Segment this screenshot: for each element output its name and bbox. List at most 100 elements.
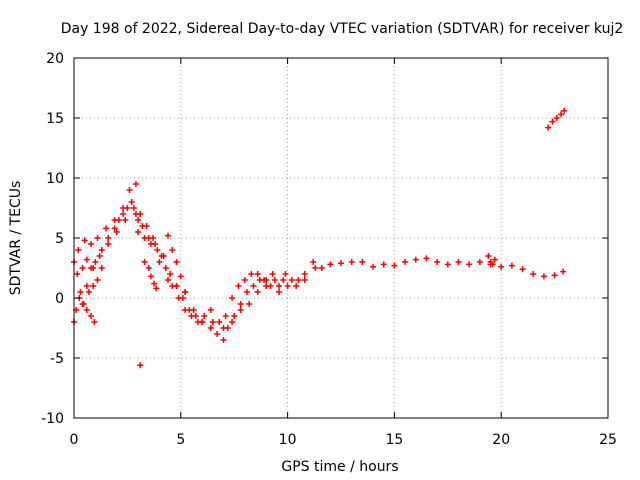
data-point: [561, 107, 568, 114]
data-point: [105, 235, 112, 241]
data-point: [164, 277, 171, 283]
data-point: [74, 271, 81, 277]
data-point: [81, 237, 88, 244]
data-point: [444, 261, 451, 268]
data-point: [423, 255, 430, 262]
data-point: [359, 259, 366, 265]
data-point: [177, 273, 184, 280]
data-point: [276, 289, 283, 295]
data-point: [244, 289, 251, 295]
data-point: [489, 261, 496, 268]
data-point: [88, 313, 95, 319]
data-point: [77, 289, 84, 295]
data-point: [220, 337, 227, 343]
x-axis-label: GPS time / hours: [281, 459, 398, 475]
data-point: [261, 277, 268, 283]
data-point: [491, 256, 498, 263]
data-point: [199, 319, 206, 325]
data-point: [229, 295, 236, 301]
data-point: [147, 241, 154, 247]
data-point: [88, 241, 95, 247]
data-point: [126, 187, 133, 193]
data-point: [241, 277, 248, 283]
data-point: [111, 225, 118, 232]
data-point: [402, 259, 409, 265]
data-point: [214, 331, 221, 337]
data-point: [130, 205, 137, 211]
data-point: [519, 266, 526, 273]
data-point: [246, 301, 253, 307]
data-point: [293, 283, 300, 289]
data-point: [151, 280, 158, 287]
y-tick-label: 5: [55, 231, 64, 247]
data-point: [94, 277, 101, 283]
data-point: [90, 265, 97, 271]
y-tick-label: -5: [50, 351, 64, 367]
data-point: [90, 283, 97, 289]
y-tick-label: 10: [46, 171, 64, 187]
data-point: [201, 313, 208, 319]
data-point: [558, 111, 565, 118]
data-point: [111, 217, 118, 223]
data-point: [98, 265, 105, 271]
data-point: [83, 307, 90, 313]
data-point: [282, 271, 289, 277]
data-point: [120, 211, 127, 217]
data-point: [83, 283, 90, 289]
data-point: [229, 319, 236, 325]
data-point: [132, 181, 139, 187]
x-tick-label: 20: [492, 432, 510, 448]
data-point: [508, 262, 515, 269]
data-point: [254, 271, 261, 277]
data-point: [222, 313, 229, 319]
data-point: [269, 271, 276, 277]
data-point: [75, 247, 82, 253]
data-point: [220, 325, 227, 331]
data-point: [128, 199, 135, 205]
data-point: [79, 301, 86, 307]
data-point: [380, 261, 387, 268]
data-point: [560, 268, 567, 275]
data-point: [154, 247, 161, 253]
data-point: [164, 232, 171, 239]
data-point: [98, 247, 105, 253]
axis-ticks: 0 5 10 15 20 25 -10 -5 0 5 10 15 20: [41, 51, 617, 448]
data-point: [466, 261, 473, 268]
y-tick-label: 20: [46, 51, 64, 67]
data-point: [235, 283, 242, 289]
data-point: [254, 289, 261, 295]
x-tick-label: 15: [385, 432, 403, 448]
data-point: [284, 283, 291, 289]
data-point: [391, 262, 398, 269]
data-point: [327, 261, 334, 268]
data-point: [160, 253, 167, 259]
data-point: [137, 362, 144, 369]
data-point: [551, 272, 558, 279]
data-point: [156, 259, 163, 265]
data-point: [167, 271, 174, 277]
data-point: [96, 253, 103, 259]
data-point: [179, 295, 186, 301]
data-point: [498, 263, 505, 270]
data-point: [207, 325, 214, 331]
data-points: [71, 107, 568, 369]
data-point: [113, 229, 120, 235]
data-point: [530, 271, 537, 277]
data-point: [553, 115, 560, 121]
data-point: [455, 259, 462, 265]
chart-title: Day 198 of 2022, Sidereal Day-to-day VTE…: [61, 21, 624, 37]
data-point: [94, 235, 101, 241]
data-point: [549, 118, 556, 125]
data-point: [271, 277, 278, 283]
data-point: [92, 259, 99, 265]
data-point: [85, 289, 92, 295]
data-point: [135, 217, 142, 223]
data-point: [485, 253, 492, 259]
data-point: [312, 265, 319, 271]
data-point: [545, 124, 552, 131]
y-tick-label: 0: [55, 291, 64, 307]
data-point: [173, 283, 180, 289]
data-point: [105, 241, 112, 247]
data-point: [301, 271, 308, 277]
